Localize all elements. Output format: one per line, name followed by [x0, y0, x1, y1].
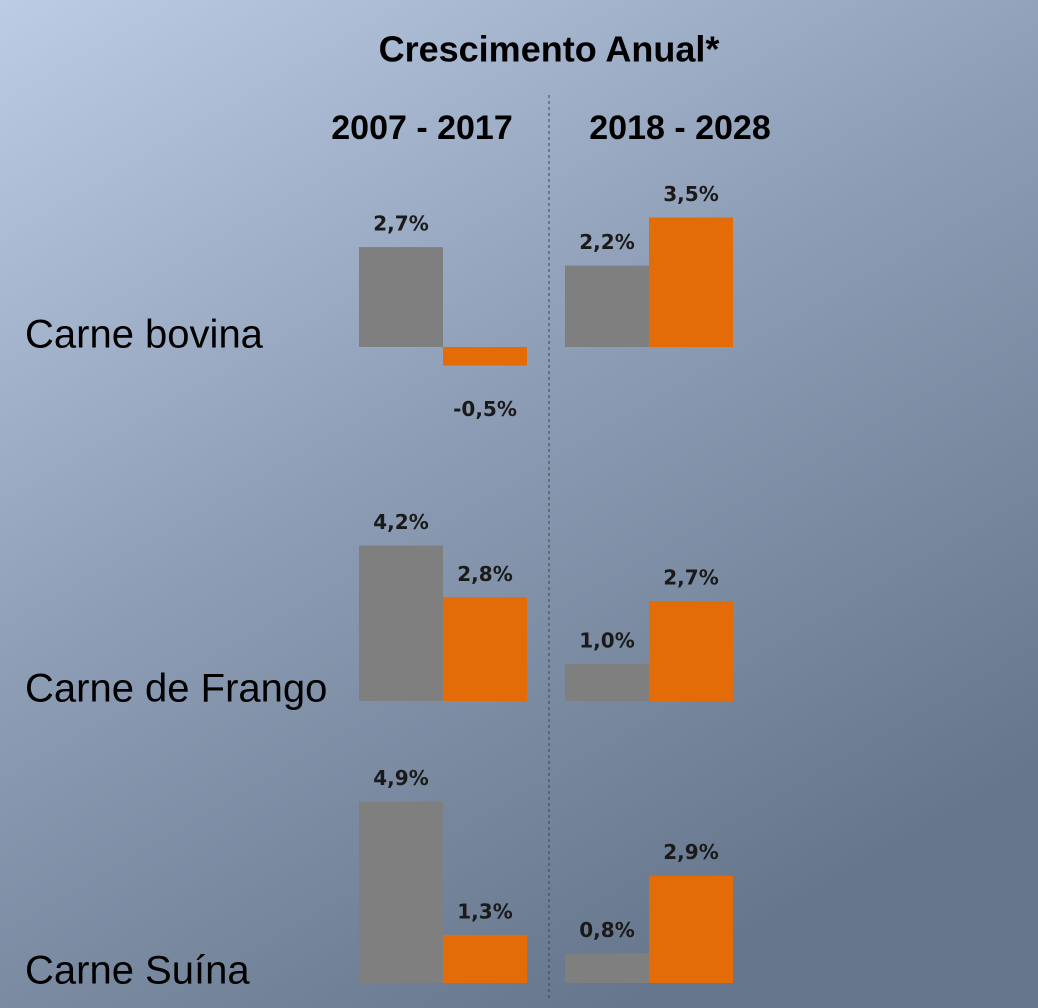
- value-label: 4,9%: [373, 766, 428, 790]
- bar: [565, 265, 649, 347]
- bar: [443, 597, 527, 701]
- value-label: -0,5%: [453, 397, 517, 421]
- bar: [443, 347, 527, 366]
- row-label: Carne de Frango: [25, 667, 327, 711]
- row-label: Carne bovina: [25, 313, 264, 357]
- value-label: 0,8%: [579, 918, 634, 942]
- value-label: 2,7%: [663, 566, 718, 590]
- value-label: 1,0%: [579, 629, 634, 653]
- value-label: 2,2%: [579, 230, 634, 254]
- bar: [443, 934, 527, 983]
- value-label: 3,5%: [663, 182, 718, 206]
- bar: [649, 601, 733, 701]
- bar: [359, 545, 443, 701]
- value-label: 2,8%: [457, 562, 512, 586]
- chart-title: Crescimento Anual*: [379, 29, 720, 70]
- bar: [649, 875, 733, 983]
- bar: [565, 664, 649, 701]
- value-label: 4,2%: [373, 510, 428, 534]
- period-label: 2007 - 2017: [331, 109, 513, 147]
- value-label: 2,7%: [373, 212, 428, 236]
- row-label: Carne Suína: [25, 949, 250, 993]
- value-label: 2,9%: [663, 840, 718, 864]
- bar: [359, 247, 443, 347]
- period-label: 2018 - 2028: [589, 109, 771, 147]
- value-label: 1,3%: [457, 899, 512, 923]
- bar: [565, 953, 649, 983]
- bar: [359, 801, 443, 983]
- bar: [649, 217, 733, 347]
